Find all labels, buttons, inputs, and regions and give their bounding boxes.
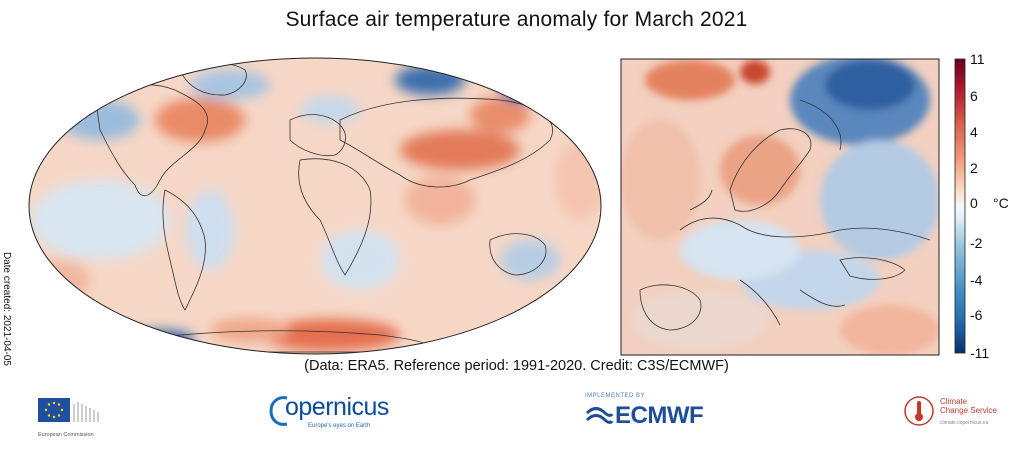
colorbar-tick: -6 [970,307,983,323]
page-title: Surface air temperature anomaly for Marc… [285,8,748,31]
copernicus-c-icon [269,396,288,426]
ecmwf-logo: ECMWF [615,402,704,429]
c3s-line1: Climate [940,397,968,406]
colorbar-tick: 4 [970,124,978,140]
colorbar-tick: 2 [970,160,978,176]
c3s-url: climate.copernicus.eu [940,420,989,426]
colorbar-tick: -2 [970,235,983,251]
colorbar-tick: -11 [970,345,990,361]
eu-caption: European Commission [38,432,94,438]
colorbar-tick: 0 [970,195,978,211]
copernicus-tagline: Europe's eyes on Earth [308,423,371,429]
colorbar [954,58,966,354]
copernicus-logo: opernicus [285,393,389,421]
colorbar-tick: 6 [970,88,978,104]
c3s-logo-text: Climate Change Service [940,397,997,415]
colorbar-tick: 11 [970,51,985,67]
ecmwf-wave-icon [585,407,613,424]
c3s-line2: Change Service [940,406,997,415]
data-credit: (Data: ERA5. Reference period: 1991-2020… [304,358,729,374]
colorbar-unit: °C [993,195,1009,211]
colorbar-tick: -4 [970,272,983,288]
ecmwf-implemented-by: IMPLEMENTED BY [585,393,646,399]
world-anomaly-map [28,57,602,355]
c3s-thermometer-icon [904,396,934,426]
europe-anomaly-map [620,58,940,356]
eu-flag-icon [38,398,99,422]
